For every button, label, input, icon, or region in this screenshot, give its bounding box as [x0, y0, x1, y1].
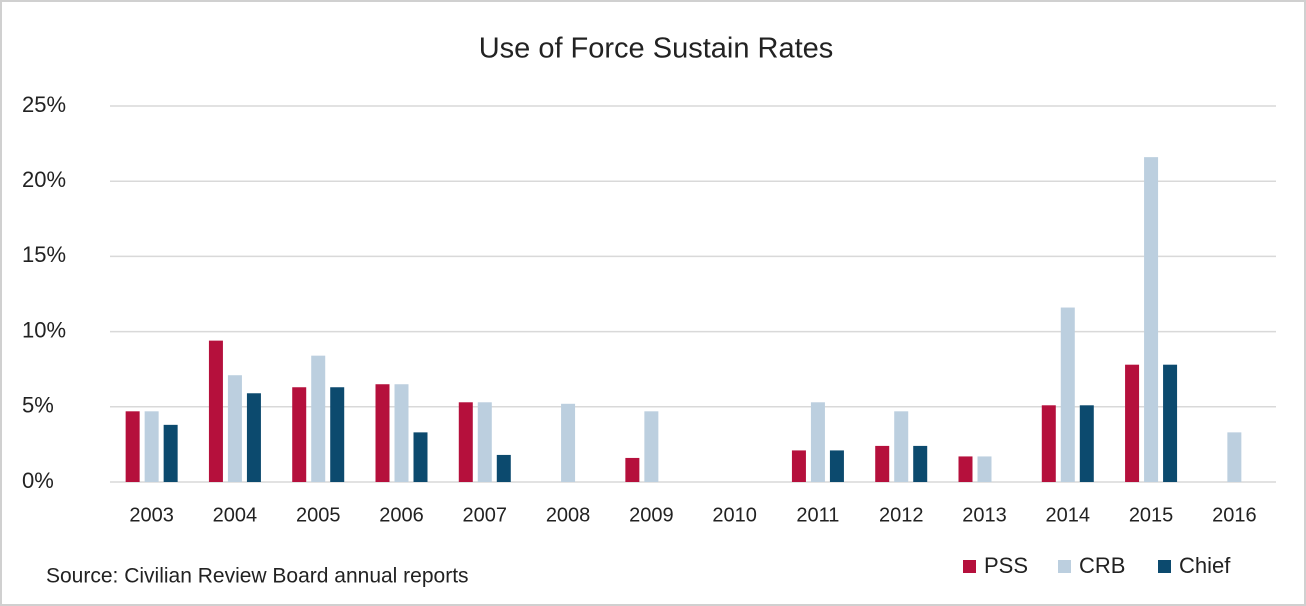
bar — [1144, 157, 1159, 483]
bar — [394, 384, 409, 482]
bar — [413, 432, 428, 482]
x-tick-label: 2016 — [1212, 504, 1257, 526]
bar — [1060, 307, 1075, 482]
x-tick-label: 2004 — [213, 504, 258, 526]
x-tick-label: 2005 — [296, 504, 341, 526]
bar — [496, 454, 511, 482]
y-tick-label: 20% — [22, 167, 66, 192]
bar — [1163, 364, 1178, 482]
bar — [458, 402, 473, 482]
bar — [1079, 405, 1094, 482]
legend-swatch — [1158, 560, 1171, 573]
legend-label: PSS — [984, 553, 1028, 578]
legend-swatch — [963, 560, 976, 573]
y-tick-label: 25% — [22, 92, 66, 117]
bar — [791, 450, 806, 482]
y-tick-label: 0% — [22, 468, 54, 493]
bar — [1041, 405, 1056, 482]
x-tick-label: 2003 — [129, 504, 174, 526]
bar — [829, 450, 844, 482]
bar — [144, 411, 159, 482]
x-tick-label: 2012 — [879, 504, 924, 526]
y-tick-label: 15% — [22, 242, 66, 267]
bar — [1125, 364, 1140, 482]
bar — [561, 403, 576, 482]
chart-title: Use of Force Sustain Rates — [479, 33, 834, 65]
bar — [894, 411, 909, 482]
y-tick-label: 5% — [22, 393, 54, 418]
source-note: Source: Civilian Review Board annual rep… — [46, 565, 469, 588]
bar — [375, 384, 390, 482]
bar — [227, 375, 242, 482]
x-tick-label: 2010 — [712, 504, 757, 526]
x-tick-label: 2007 — [463, 504, 508, 526]
bar — [810, 402, 825, 482]
x-tick-label: 2014 — [1046, 504, 1091, 526]
bar — [477, 402, 492, 482]
legend-label: CRB — [1079, 553, 1125, 578]
legend-swatch — [1058, 560, 1071, 573]
bar — [644, 411, 659, 482]
x-tick-label: 2013 — [962, 504, 1007, 526]
legend-label: Chief — [1179, 553, 1231, 578]
bar — [958, 456, 973, 482]
bar — [208, 340, 223, 482]
x-tick-label: 2006 — [379, 504, 424, 526]
x-tick-label: 2011 — [796, 504, 839, 526]
bar — [977, 456, 992, 482]
bar — [125, 411, 140, 482]
x-tick-label: 2015 — [1129, 504, 1174, 526]
bar — [1227, 432, 1242, 482]
bar — [875, 445, 890, 482]
bar — [246, 393, 261, 482]
bar — [625, 457, 640, 482]
x-tick-label: 2009 — [629, 504, 674, 526]
bar — [163, 424, 178, 482]
bar — [292, 387, 307, 482]
bar — [330, 387, 345, 482]
bar — [913, 445, 928, 482]
y-tick-label: 10% — [22, 317, 66, 342]
x-tick-label: 2008 — [546, 504, 591, 526]
bar — [311, 355, 326, 482]
